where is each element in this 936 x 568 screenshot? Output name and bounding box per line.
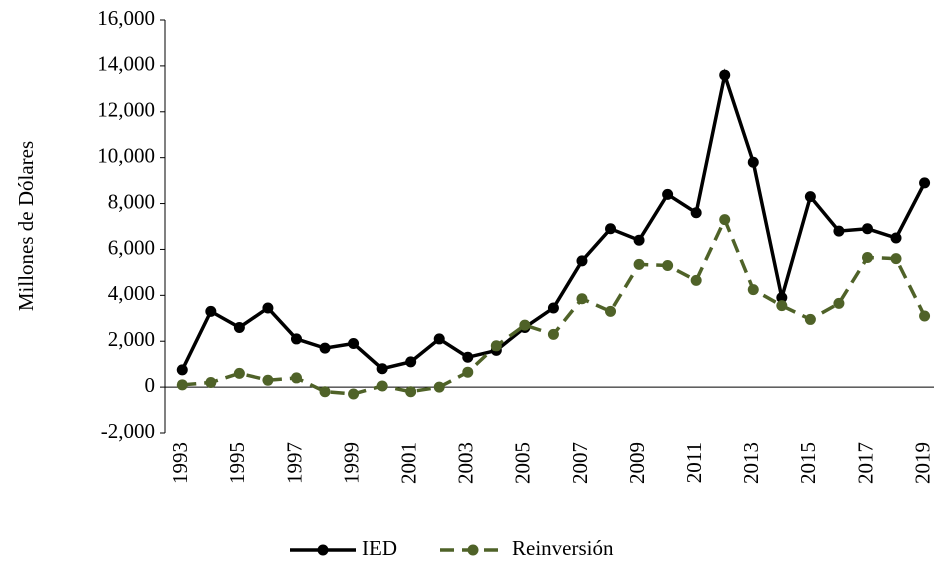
data-point <box>919 310 931 322</box>
data-point <box>290 372 302 384</box>
x-tick-label: 1995 <box>225 442 249 484</box>
x-tick-label: 2007 <box>568 442 592 484</box>
data-point <box>290 333 302 345</box>
data-point <box>776 292 788 304</box>
data-point <box>633 258 645 270</box>
data-point <box>376 363 388 375</box>
y-tick-label: 12,000 <box>97 98 155 122</box>
y-tick-label: 8,000 <box>108 189 155 213</box>
y-tick-label: 6,000 <box>108 235 155 259</box>
data-point <box>747 156 759 168</box>
data-point <box>348 388 360 400</box>
data-point <box>490 340 502 352</box>
data-point <box>919 177 931 189</box>
x-tick-label: 2013 <box>739 442 763 484</box>
series <box>176 68 931 376</box>
legend-label: IED <box>362 536 397 560</box>
legend-marker <box>467 544 479 556</box>
data-point <box>833 297 845 309</box>
data-point <box>861 251 873 263</box>
y-tick-label: 14,000 <box>97 52 155 76</box>
data-point <box>605 305 617 317</box>
data-point <box>605 223 617 235</box>
data-point <box>233 367 245 379</box>
data-point <box>376 380 388 392</box>
data-point <box>233 321 245 333</box>
data-point <box>462 366 474 378</box>
x-tick-label: 2001 <box>396 442 420 484</box>
data-point <box>719 214 731 226</box>
data-point <box>890 232 902 244</box>
legend-marker <box>317 544 329 556</box>
x-tick-label: 2019 <box>910 442 934 484</box>
data-point <box>861 223 873 235</box>
data-point <box>662 188 674 200</box>
data-point <box>262 374 274 386</box>
data-point <box>833 225 845 237</box>
data-point <box>547 328 559 340</box>
data-point <box>405 356 417 368</box>
x-tick-label: 2011 <box>682 442 706 483</box>
x-tick-label: 2005 <box>511 442 535 484</box>
data-point <box>804 191 816 203</box>
data-point <box>719 69 731 81</box>
y-tick-label: 16,000 <box>97 6 155 30</box>
data-point <box>348 338 360 350</box>
x-tick-label: 1997 <box>282 442 306 484</box>
series <box>176 214 931 400</box>
x-tick-label: 2009 <box>625 442 649 484</box>
data-point <box>405 386 417 398</box>
y-tick-label: 4,000 <box>108 281 155 305</box>
x-tick-label: 2003 <box>454 442 478 484</box>
data-point <box>205 305 217 317</box>
data-point <box>433 333 445 345</box>
x-tick-label: 2015 <box>796 442 820 484</box>
data-point <box>205 377 217 389</box>
data-point <box>319 342 331 354</box>
x-tick-label: 1993 <box>168 442 192 484</box>
x-tick-label: 2017 <box>853 442 877 484</box>
data-point <box>176 379 188 391</box>
y-tick-label: 10,000 <box>97 143 155 167</box>
data-point <box>433 381 445 393</box>
data-point <box>890 253 902 265</box>
legend-label: Reinversión <box>512 536 614 560</box>
data-point <box>662 260 674 272</box>
y-tick-label: 0 <box>145 373 156 397</box>
data-point <box>576 293 588 305</box>
data-point <box>262 302 274 314</box>
data-point <box>176 364 188 376</box>
data-point <box>462 351 474 363</box>
y-tick-label: 2,000 <box>108 327 155 351</box>
data-point <box>776 300 788 312</box>
data-point <box>633 234 645 246</box>
data-point <box>519 319 531 331</box>
data-point <box>319 386 331 398</box>
data-point <box>747 284 759 296</box>
data-point <box>576 255 588 267</box>
y-tick-label: -2,000 <box>101 419 155 443</box>
series-line <box>180 68 927 371</box>
data-point <box>547 302 559 314</box>
x-tick-label: 1999 <box>339 442 363 484</box>
data-point <box>804 313 816 325</box>
y-axis-label: Millones de Dólares <box>14 141 38 311</box>
data-point <box>690 207 702 219</box>
data-point <box>690 274 702 286</box>
